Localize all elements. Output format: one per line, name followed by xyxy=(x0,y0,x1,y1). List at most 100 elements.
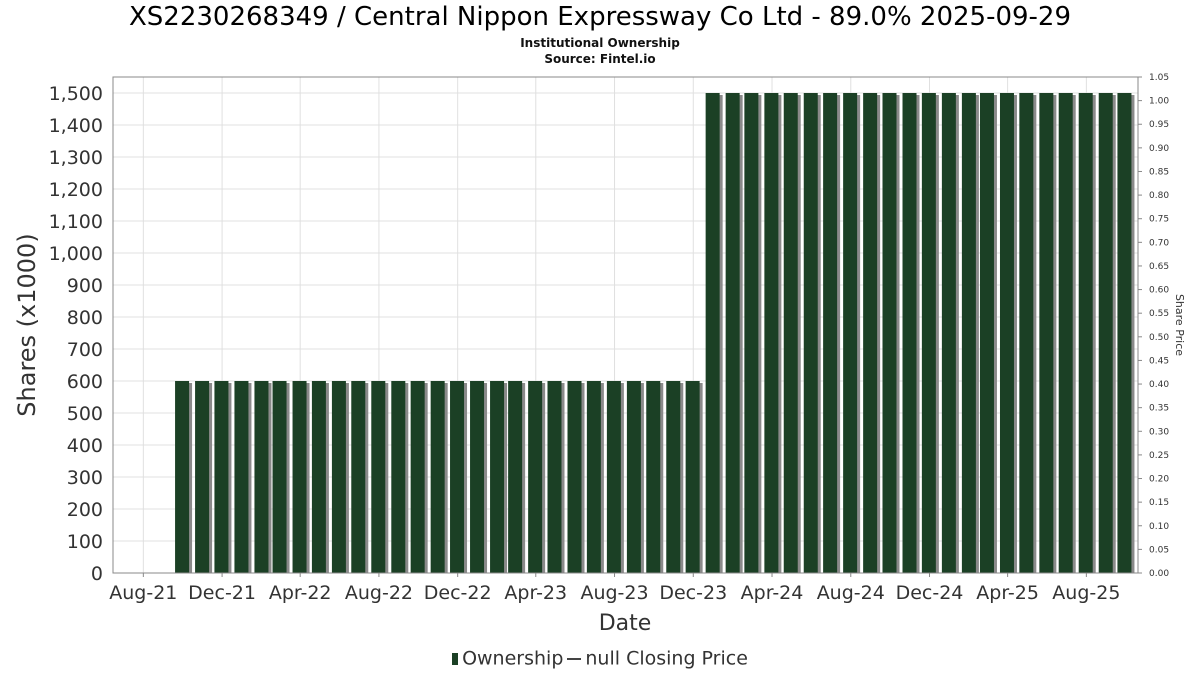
ownership-bar xyxy=(882,93,897,573)
y-tick-label: 500 xyxy=(67,403,103,425)
y-tick-label: 600 xyxy=(67,371,103,393)
y-tick-label: 1,300 xyxy=(49,147,103,169)
y-tick-label: 1,200 xyxy=(49,179,103,201)
ownership-bar xyxy=(311,381,326,573)
ownership-bar xyxy=(764,93,779,573)
x-tick-label: Apr-22 xyxy=(269,582,332,604)
y2-tick-label: 0.20 xyxy=(1149,475,1169,485)
left-axis-ticks: 0 100 200 300 400 500 600 700 800 900 1,000 1,100 1,… xyxy=(49,83,103,585)
ownership-bar xyxy=(941,93,956,573)
ownership-bar xyxy=(783,93,798,573)
ownership-bar xyxy=(371,381,386,573)
ownership-legend-swatch xyxy=(452,652,459,665)
ownership-bar xyxy=(430,381,445,573)
y-tick-label: 900 xyxy=(67,275,103,297)
y-tick-label: 0 xyxy=(91,563,103,585)
y2-tick-label: 0.35 xyxy=(1149,404,1169,414)
ownership-bar xyxy=(961,93,976,573)
y-tick-label: 1,500 xyxy=(49,83,103,105)
y2-tick-label: 0.55 xyxy=(1149,309,1169,319)
x-tick-label: Aug-21 xyxy=(109,582,177,604)
ownership-bar xyxy=(1078,93,1093,573)
legend-ownership-label: Ownership xyxy=(462,647,564,670)
y2-tick-label: 0.10 xyxy=(1149,522,1169,532)
x-tick-label: Aug-22 xyxy=(345,582,413,604)
y-tick-label: 700 xyxy=(67,339,103,361)
ownership-bar xyxy=(803,93,818,573)
ownership-bar xyxy=(214,381,229,573)
y2-axis-label: Share Price xyxy=(1173,294,1186,356)
ownership-bar xyxy=(705,93,720,573)
ownership-bar xyxy=(175,381,190,573)
x-tick-label: Apr-25 xyxy=(976,582,1039,604)
y2-tick-label: 1.00 xyxy=(1149,97,1169,107)
x-tick-label: Aug-23 xyxy=(580,582,648,604)
ownership-bar xyxy=(292,381,307,573)
ownership-bar xyxy=(902,93,917,573)
y-tick-label: 400 xyxy=(67,435,103,457)
y2-tick-label: 1.05 xyxy=(1149,73,1169,83)
ownership-bar xyxy=(391,381,406,573)
x-tick-label: Dec-21 xyxy=(188,582,256,604)
y2-tick-label: 0.50 xyxy=(1149,333,1169,343)
ownership-bar xyxy=(567,381,582,573)
ownership-bar xyxy=(843,93,858,573)
ownership-bar xyxy=(528,381,543,573)
ownership-bar xyxy=(351,381,366,573)
legend: Ownership null Closing Price xyxy=(0,647,1200,670)
ownership-bar xyxy=(823,93,838,573)
ownership-bar xyxy=(547,381,562,573)
x-tick-label: Aug-24 xyxy=(817,582,885,604)
y-tick-label: 300 xyxy=(67,467,103,489)
ownership-bar xyxy=(646,381,661,573)
ownership-bar xyxy=(626,381,641,573)
y2-tick-label: 0.40 xyxy=(1149,380,1169,390)
ownership-bar xyxy=(331,381,346,573)
ownership-bar xyxy=(508,381,523,573)
y2-tick-label: 0.00 xyxy=(1149,569,1169,579)
y2-tick-label: 0.90 xyxy=(1149,144,1169,154)
x-tick-label: Dec-24 xyxy=(896,582,964,604)
y2-tick-label: 0.30 xyxy=(1149,427,1169,437)
ownership-bar xyxy=(1098,93,1113,573)
x-axis-label: Date xyxy=(599,611,652,636)
y-tick-label: 200 xyxy=(67,499,103,521)
ownership-bar xyxy=(1117,93,1132,573)
chart-title: XS2230268349 / Central Nippon Expressway… xyxy=(128,2,1072,32)
y2-tick-label: 0.85 xyxy=(1149,167,1169,177)
y2-tick-label: 0.60 xyxy=(1149,286,1169,296)
price-legend-swatch xyxy=(567,657,582,660)
ownership-bar xyxy=(410,381,425,573)
y2-tick-label: 0.80 xyxy=(1149,191,1169,201)
x-tick-label: Apr-24 xyxy=(741,582,804,604)
y-tick-label: 1,100 xyxy=(49,211,103,233)
y2-tick-label: 0.25 xyxy=(1149,451,1169,461)
y-tick-label: 100 xyxy=(67,531,103,553)
x-tick-label: Apr-23 xyxy=(504,582,567,604)
ownership-bar xyxy=(450,381,465,573)
ownership-bar xyxy=(666,381,681,573)
ownership-bar xyxy=(254,381,269,573)
y2-tick-label: 0.95 xyxy=(1149,120,1169,130)
y2-tick-label: 0.05 xyxy=(1149,545,1169,555)
ownership-bar xyxy=(979,93,994,573)
plot-frame xyxy=(112,76,1139,574)
ownership-bar xyxy=(685,381,700,573)
ownership-bar xyxy=(744,93,759,573)
legend-price-label: null Closing Price xyxy=(585,647,748,670)
ownership-bar xyxy=(863,93,878,573)
ownership-bar xyxy=(234,381,249,573)
ownership-bar xyxy=(1019,93,1034,573)
y-tick-label: 1,400 xyxy=(49,115,103,137)
chart-subtitle: Institutional Ownership xyxy=(520,36,680,50)
y-tick-label: 800 xyxy=(67,307,103,329)
ownership-bar xyxy=(195,381,210,573)
y2-tick-label: 0.75 xyxy=(1149,215,1169,225)
y2-tick-label: 0.70 xyxy=(1149,238,1169,248)
x-tick-label: Dec-23 xyxy=(659,582,727,604)
y-tick-label: 1,000 xyxy=(49,243,103,265)
ownership-bar xyxy=(272,381,287,573)
x-tick-label: Dec-22 xyxy=(424,582,492,604)
ownership-bar xyxy=(470,381,485,573)
